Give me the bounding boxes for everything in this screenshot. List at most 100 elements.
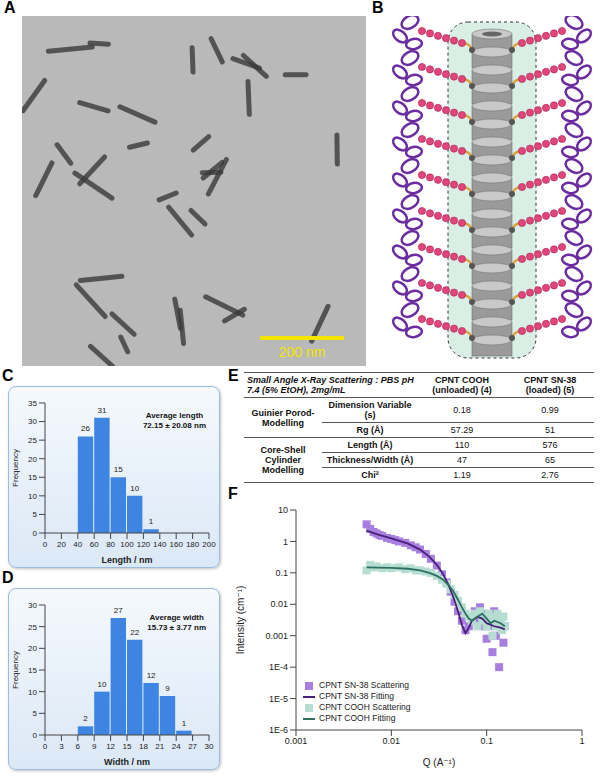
html-text:Chi²: Chi² [361, 470, 379, 480]
svg-text:30: 30 [28, 601, 37, 610]
svg-text:27: 27 [114, 606, 123, 615]
svg-text:0: 0 [43, 540, 48, 549]
svg-text:9: 9 [165, 684, 170, 693]
html-text:CPNT SN-38 Scattering: CPNT SN-38 Scattering [319, 680, 410, 690]
html-text:F: F [228, 485, 238, 502]
svg-text:80: 80 [106, 540, 115, 549]
svg-text:140: 140 [153, 540, 167, 549]
svg-text:27: 27 [188, 742, 197, 751]
svg-text:0.1: 0.1 [480, 736, 493, 746]
html-text:51: 51 [545, 425, 555, 435]
html-text:Rg (Å): Rg (Å) [356, 425, 384, 435]
svg-text:31: 31 [97, 406, 106, 415]
html-text:C: C [2, 367, 14, 384]
svg-text:15: 15 [28, 666, 37, 675]
svg-text:200: 200 [202, 540, 216, 549]
svg-text:10: 10 [130, 484, 139, 493]
svg-text:0.001: 0.001 [285, 736, 308, 746]
svg-text:1E-6: 1E-6 [269, 725, 288, 735]
svg-text:1E-4: 1E-4 [269, 662, 288, 672]
svg-text:5: 5 [33, 510, 38, 519]
svg-text:18: 18 [139, 742, 148, 751]
html-text:CPNT COOH (unloaded) (4): CPNT COOH (unloaded) (4) [432, 375, 492, 395]
svg-text:60: 60 [90, 540, 99, 549]
svg-text:10: 10 [278, 505, 288, 515]
html-text:Core-Shell Cylinder Modelling: Core-Shell Cylinder Modelling [260, 445, 306, 475]
svg-text:0.01: 0.01 [270, 599, 288, 609]
svg-text:1: 1 [283, 537, 288, 547]
svg-text:20: 20 [28, 644, 37, 653]
svg-text:1: 1 [149, 517, 154, 526]
svg-text:15: 15 [123, 742, 132, 751]
svg-text:40: 40 [73, 540, 82, 549]
svg-text:22: 22 [130, 628, 139, 637]
html-text:2.76: 2.76 [541, 470, 559, 480]
html-text:Average length: Average length [145, 410, 204, 420]
svg-text:12: 12 [106, 742, 115, 751]
html-text:110: 110 [454, 440, 470, 450]
html-text:CPNT SN-38 Fitting: CPNT SN-38 Fitting [319, 691, 394, 701]
svg-text:Frequency: Frequency [11, 651, 20, 689]
svg-text:3: 3 [59, 742, 64, 751]
svg-text:25: 25 [28, 623, 37, 632]
html-text:15.73 ± 3.77 nm: 15.73 ± 3.77 nm [147, 622, 206, 632]
svg-text:1: 1 [579, 736, 584, 746]
html-text:Average width: Average width [149, 612, 204, 622]
svg-text:Width / nm: Width / nm [104, 757, 150, 767]
svg-text:9: 9 [92, 742, 97, 751]
html-text:72.15 ± 20.08 nm: 72.15 ± 20.08 nm [142, 420, 206, 430]
svg-text:15: 15 [28, 473, 37, 482]
svg-text:15: 15 [114, 465, 123, 474]
svg-text:30: 30 [205, 742, 214, 751]
svg-text:0: 0 [43, 742, 48, 751]
html-text:0.18: 0.18 [453, 405, 471, 415]
svg-text:180: 180 [186, 540, 200, 549]
svg-text:5: 5 [33, 709, 38, 718]
svg-text:120: 120 [137, 540, 151, 549]
svg-text:12: 12 [147, 671, 156, 680]
svg-text:0: 0 [33, 731, 38, 740]
html-text:D: D [2, 569, 14, 586]
svg-text:Length / nm: Length / nm [102, 555, 153, 565]
svg-text:Intensity (cm⁻¹): Intensity (cm⁻¹) [235, 586, 246, 655]
svg-text:160: 160 [170, 540, 184, 549]
svg-text:Q (A⁻¹): Q (A⁻¹) [423, 757, 456, 768]
svg-text:35: 35 [28, 399, 37, 408]
svg-text:25: 25 [28, 436, 37, 445]
svg-text:24: 24 [172, 742, 181, 751]
svg-text:10: 10 [28, 492, 37, 501]
svg-text:100: 100 [120, 540, 134, 549]
html-text:1.19: 1.19 [453, 470, 471, 480]
html-text:47: 47 [457, 455, 467, 465]
svg-text:200 nm: 200 nm [279, 344, 326, 360]
html-text:Dimension Variable (s): Dimension Variable (s) [328, 400, 412, 420]
html-text:B: B [372, 0, 384, 16]
html-text:0.99: 0.99 [541, 405, 559, 415]
html-text:CPNT SN-38 (loaded) (5): CPNT SN-38 (loaded) (5) [523, 375, 577, 395]
svg-text:0.01: 0.01 [383, 736, 401, 746]
svg-text:1E-5: 1E-5 [269, 694, 288, 704]
html-text:Small Angle X-Ray Scattering :: Small Angle X-Ray Scattering : PBS pH 7.… [247, 375, 414, 395]
svg-text:0.001: 0.001 [265, 631, 288, 641]
html-text:Length (Å): Length (Å) [347, 440, 393, 450]
svg-text:0: 0 [33, 529, 38, 538]
svg-text:20: 20 [57, 540, 66, 549]
svg-text:Frequency: Frequency [11, 449, 20, 487]
svg-text:20: 20 [28, 455, 37, 464]
svg-text:6: 6 [76, 742, 81, 751]
svg-text:0.1: 0.1 [275, 568, 288, 578]
svg-text:30: 30 [28, 417, 37, 426]
html-text:576: 576 [542, 440, 558, 450]
html-text:Guinier Porod-Modelling: Guinier Porod-Modelling [251, 407, 315, 428]
svg-text:10: 10 [28, 688, 37, 697]
html-text:Thickness/Width (Å): Thickness/Width (Å) [326, 455, 414, 465]
svg-text:21: 21 [155, 742, 164, 751]
svg-text:2: 2 [83, 714, 88, 723]
html-text:57.29: 57.29 [450, 425, 474, 435]
svg-text:1: 1 [182, 719, 187, 728]
html-text:A: A [4, 0, 16, 16]
svg-text:10: 10 [97, 680, 106, 689]
html-text:E: E [228, 367, 239, 384]
html-text:65: 65 [545, 455, 555, 465]
svg-text:26: 26 [81, 424, 90, 433]
